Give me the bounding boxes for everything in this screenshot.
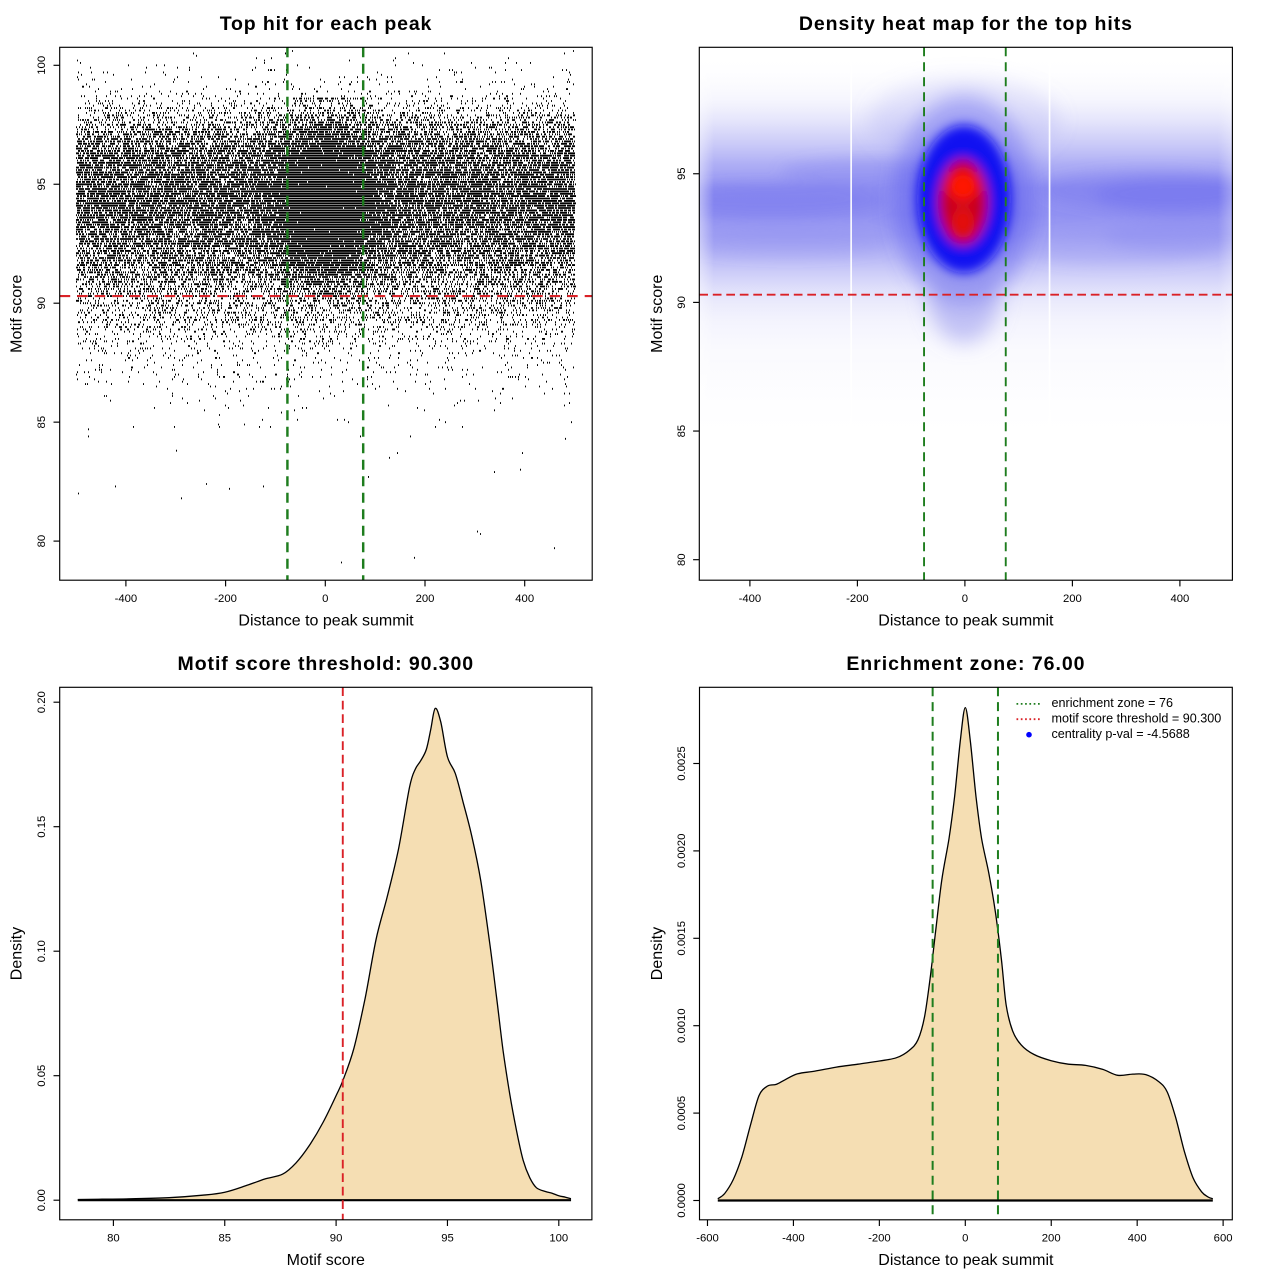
svg-text:0.00: 0.00 [36, 1189, 48, 1211]
svg-text:Motif score: Motif score [9, 275, 26, 353]
svg-text:motif score threshold = 90.300: motif score threshold = 90.300 [1052, 712, 1222, 726]
svg-text:Distance to peak summit: Distance to peak summit [878, 1252, 1054, 1269]
svg-text:80: 80 [676, 553, 688, 566]
svg-text:80: 80 [36, 535, 48, 548]
svg-text:enrichment zone = 76: enrichment zone = 76 [1052, 696, 1173, 710]
svg-text:85: 85 [219, 1233, 232, 1245]
svg-text:85: 85 [676, 425, 688, 438]
svg-text:Enrichment zone: 76.00: Enrichment zone: 76.00 [846, 653, 1085, 675]
svg-text:0.0010: 0.0010 [676, 1008, 688, 1043]
svg-text:Motif score threshold: 90.300: Motif score threshold: 90.300 [178, 653, 475, 675]
svg-text:0.0015: 0.0015 [676, 921, 688, 956]
svg-text:400: 400 [1128, 1233, 1147, 1245]
svg-text:Top hit for each peak: Top hit for each peak [220, 13, 433, 35]
svg-text:200: 200 [1063, 593, 1082, 605]
svg-text:80: 80 [107, 1233, 120, 1245]
svg-text:0.0020: 0.0020 [676, 834, 688, 869]
svg-text:0: 0 [322, 593, 328, 605]
svg-text:Density: Density [9, 927, 26, 980]
svg-text:200: 200 [1042, 1233, 1061, 1245]
svg-text:Motif score: Motif score [287, 1252, 365, 1269]
svg-text:0.15: 0.15 [36, 816, 48, 838]
svg-text:0.20: 0.20 [36, 691, 48, 713]
svg-text:95: 95 [676, 167, 688, 180]
svg-text:95: 95 [36, 178, 48, 191]
svg-text:0.0005: 0.0005 [676, 1096, 688, 1131]
svg-text:-200: -200 [846, 593, 869, 605]
svg-text:90: 90 [36, 297, 48, 310]
svg-text:100: 100 [36, 56, 48, 75]
svg-text:95: 95 [441, 1233, 454, 1245]
svg-text:85: 85 [36, 416, 48, 429]
svg-text:0: 0 [962, 593, 968, 605]
svg-text:0.0000: 0.0000 [676, 1183, 688, 1218]
svg-text:-400: -400 [739, 593, 762, 605]
svg-text:400: 400 [1170, 593, 1189, 605]
svg-text:200: 200 [416, 593, 435, 605]
svg-text:Density heat map for the top h: Density heat map for the top hits [799, 13, 1133, 35]
svg-text:-400: -400 [782, 1233, 805, 1245]
svg-text:-600: -600 [696, 1233, 719, 1245]
svg-text:0.10: 0.10 [36, 940, 48, 962]
svg-text:100: 100 [549, 1233, 568, 1245]
svg-text:Motif score: Motif score [649, 275, 666, 353]
svg-text:-200: -200 [214, 593, 237, 605]
svg-text:90: 90 [676, 296, 688, 309]
svg-text:-400: -400 [115, 593, 138, 605]
svg-text:0: 0 [962, 1233, 968, 1245]
svg-text:90: 90 [330, 1233, 343, 1245]
svg-text:centrality p-val = -4.5688: centrality p-val = -4.5688 [1052, 727, 1190, 741]
svg-text:Distance to peak summit: Distance to peak summit [878, 612, 1054, 629]
svg-text:400: 400 [515, 593, 534, 605]
svg-text:0.0025: 0.0025 [676, 746, 688, 781]
svg-text:-200: -200 [868, 1233, 891, 1245]
svg-text:Distance to peak summit: Distance to peak summit [238, 612, 414, 629]
svg-text:Density: Density [649, 927, 666, 980]
svg-text:0.05: 0.05 [36, 1065, 48, 1087]
svg-text:600: 600 [1214, 1233, 1233, 1245]
